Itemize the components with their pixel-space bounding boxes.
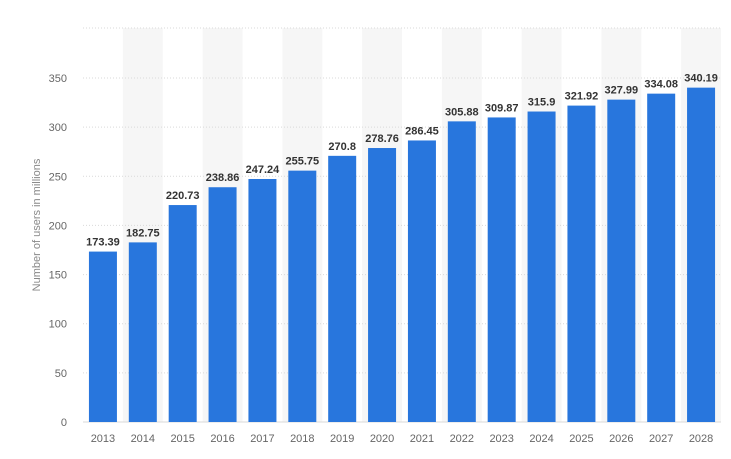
x-tick-label: 2019 <box>330 433 354 445</box>
data-label-2023: 309.87 <box>485 102 519 114</box>
data-label-2016: 238.86 <box>206 172 240 184</box>
data-label-2020: 278.76 <box>365 133 399 145</box>
x-tick-label: 2028 <box>689 433 713 445</box>
data-label-2019: 270.8 <box>328 141 356 153</box>
data-label-2028: 340.19 <box>684 73 718 85</box>
x-tick-label: 2020 <box>370 433 394 445</box>
bar-2028 <box>687 88 715 422</box>
bar-2025 <box>567 106 595 422</box>
bar-2021 <box>408 140 436 422</box>
data-label-2027: 334.08 <box>644 79 678 91</box>
x-tick-label: 2024 <box>529 433 553 445</box>
bar-2024 <box>528 112 556 422</box>
y-tick-label: 250 <box>49 171 67 183</box>
x-tick-label: 2015 <box>170 433 194 445</box>
bar-2014 <box>129 242 157 422</box>
bar-2023 <box>488 117 516 422</box>
x-tick-label: 2013 <box>91 433 115 445</box>
x-axis-ticks: 2013 2014 2015 2016 2017 2018 2019 2020 2021 2022… <box>91 433 714 445</box>
y-tick-label: 50 <box>55 368 67 380</box>
data-label-2013: 173.39 <box>86 237 120 249</box>
x-tick-label: 2022 <box>450 433 474 445</box>
x-tick-label: 2025 <box>569 433 593 445</box>
x-tick-label: 2017 <box>250 433 274 445</box>
bar-2022 <box>448 121 476 422</box>
bar-2018 <box>288 171 316 422</box>
x-tick-label: 2014 <box>131 433 155 445</box>
bar-2026 <box>607 100 635 422</box>
bar-2019 <box>328 156 356 422</box>
x-tick-label: 2027 <box>649 433 673 445</box>
x-tick-label: 2023 <box>489 433 513 445</box>
bar-2013 <box>89 252 117 422</box>
x-tick-label: 2026 <box>609 433 633 445</box>
data-label-2026: 327.99 <box>604 85 638 97</box>
x-tick-label: 2021 <box>410 433 434 445</box>
y-axis-ticks: 0 50 100 150 200 250 300 350 <box>49 73 67 429</box>
y-tick-label: 350 <box>49 73 67 85</box>
y-axis-label: Number of users in millions <box>31 158 43 291</box>
bar-2020 <box>368 148 396 422</box>
x-tick-label: 2016 <box>210 433 234 445</box>
data-label-2015: 220.73 <box>166 190 200 202</box>
data-label-2022: 305.88 <box>445 106 479 118</box>
x-tick-label: 2018 <box>290 433 314 445</box>
y-tick-label: 0 <box>61 417 67 429</box>
data-label-2024: 315.9 <box>528 97 556 109</box>
data-label-2018: 255.75 <box>285 156 319 168</box>
bar-2015 <box>169 205 197 422</box>
bar-2017 <box>248 179 276 422</box>
y-tick-label: 150 <box>49 270 67 282</box>
data-label-2021: 286.45 <box>405 125 439 137</box>
y-tick-label: 300 <box>49 122 67 134</box>
data-label-2025: 321.92 <box>565 91 599 103</box>
y-tick-label: 100 <box>49 319 67 331</box>
bar-2016 <box>209 187 237 422</box>
data-label-2017: 247.24 <box>246 164 281 176</box>
data-label-2014: 182.75 <box>126 227 160 239</box>
y-tick-label: 200 <box>49 220 67 232</box>
bar-2027 <box>647 94 675 422</box>
